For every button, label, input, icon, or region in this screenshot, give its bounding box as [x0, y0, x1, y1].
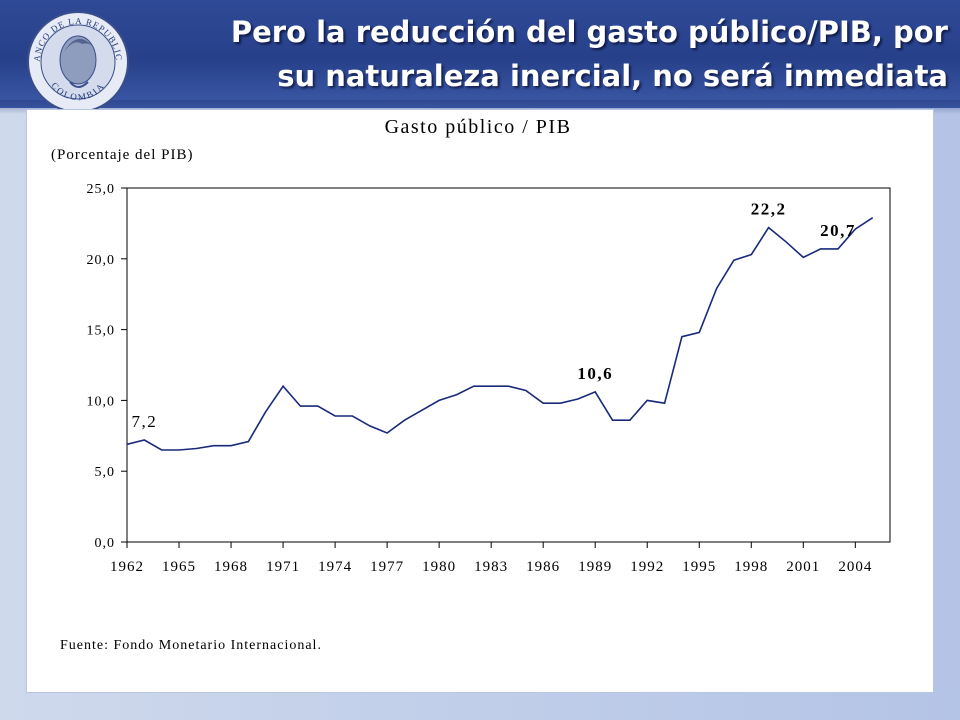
- y-tick-label: 15,0: [87, 324, 116, 339]
- y-axis: 0,0 5,0 10,0 15,0 20,0 25,0: [87, 182, 127, 551]
- x-tick-label: 1977: [370, 559, 404, 575]
- slide-title-line-1: Pero la reducción del gasto público/PIB,…: [230, 15, 948, 49]
- y-tick-label: 25,0: [87, 182, 116, 197]
- y-tick-label: 0,0: [95, 536, 116, 551]
- banco-de-la-republica-seal-icon: BANCO DE LA REPUBLICA COLOMBIA: [24, 8, 129, 113]
- line-chart: Gasto público / PIB (Porcentaje del PIB)…: [51, 116, 891, 653]
- plot-area: [126, 187, 891, 543]
- header-bar: [0, 0, 960, 108]
- data-annotation-label: 20,7: [820, 221, 856, 240]
- data-annotation-label: 10,6: [577, 364, 613, 383]
- y-tick-label: 10,0: [87, 394, 116, 409]
- y-axis-units-label: (Porcentaje del PIB): [51, 147, 193, 163]
- chart-panel: Gasto público / PIB (Porcentaje del PIB)…: [27, 110, 933, 692]
- series-line: [126, 217, 874, 451]
- x-axis: 1962 1965 1968 1971 1974 1977 1980 1983 1986 1989…: [110, 542, 872, 575]
- x-tick-label: 1968: [214, 559, 248, 575]
- y-tick-label: 5,0: [95, 465, 116, 480]
- x-tick-label: 1998: [734, 559, 768, 575]
- x-tick-label: 1971: [266, 559, 300, 575]
- source-note: Fuente: Fondo Monetario Internacional.: [60, 638, 322, 653]
- x-tick-label: 1965: [162, 559, 196, 575]
- x-tick-label: 1989: [578, 559, 612, 575]
- x-tick-label: 2001: [786, 559, 820, 575]
- x-tick-label: 1980: [422, 559, 456, 575]
- slide-title: Pero la reducción del gasto público/PIB,…: [148, 10, 948, 98]
- y-tick-label: 20,0: [87, 253, 116, 268]
- x-tick-label: 1983: [474, 559, 508, 575]
- slide-title-line-2: su naturaleza inercial, no será inmediat…: [277, 59, 948, 93]
- x-tick-label: 1995: [682, 559, 716, 575]
- data-annotation-label: 22,2: [751, 200, 787, 219]
- x-tick-label: 1962: [110, 559, 144, 575]
- data-annotation-label: 7,2: [131, 412, 157, 431]
- x-tick-label: 1974: [318, 559, 352, 575]
- x-tick-label: 1986: [526, 559, 560, 575]
- chart-title: Gasto público / PIB: [385, 116, 572, 138]
- x-tick-label: 1992: [630, 559, 664, 575]
- x-tick-label: 2004: [838, 559, 872, 575]
- annotations: 7,2 10,6 22,2 20,7: [131, 200, 856, 431]
